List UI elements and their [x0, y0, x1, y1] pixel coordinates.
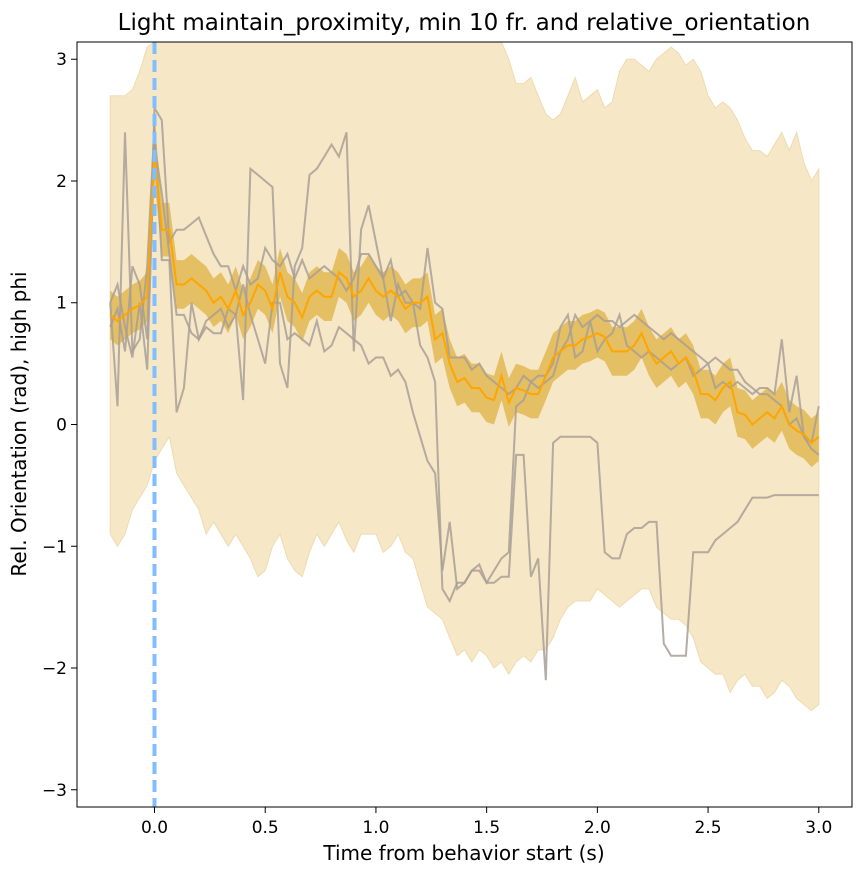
y-tick-label: −2: [42, 659, 67, 679]
y-tick-label: 0: [56, 416, 67, 436]
x-tick-label: 2.0: [584, 818, 611, 838]
x-axis: 0.0 0.5 1.0 1.5 2.0 2.5 3.0: [141, 807, 832, 838]
x-tick-label: 0.0: [141, 818, 168, 838]
y-tick-label: −1: [42, 537, 67, 557]
y-tick-label: 2: [56, 172, 67, 192]
mean-line: [109, 150, 820, 445]
y-tick-label: 3: [56, 50, 67, 70]
x-tick-label: 2.5: [695, 818, 722, 838]
sem-band: [110, 120, 819, 468]
individual-trace-1: [109, 104, 820, 456]
y-axis-label: Rel. Orientation (rad), high phi: [7, 271, 31, 576]
x-axis-label: Time from behavior start (s): [322, 841, 604, 865]
plot-area: [109, 41, 820, 807]
y-axis: −3 −2 −1 0 1 2 3: [42, 50, 77, 801]
y-tick-label: −3: [42, 781, 67, 801]
x-tick-label: 0.5: [252, 818, 279, 838]
chart-title: Light maintain_proximity, min 10 fr. and…: [118, 10, 811, 36]
y-tick-label: 1: [56, 294, 67, 314]
x-tick-label: 3.0: [805, 818, 832, 838]
x-tick-label: 1.0: [362, 818, 389, 838]
x-tick-label: 1.5: [473, 818, 500, 838]
